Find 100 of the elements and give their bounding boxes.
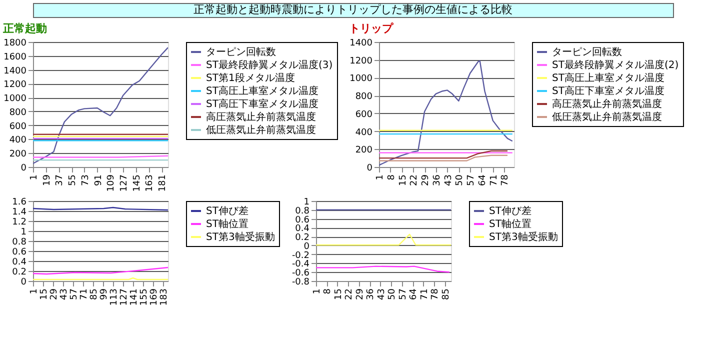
y-tick-label: 600 (9, 122, 27, 132)
y-tick-label: 1200 (350, 56, 373, 66)
x-tick-label: 8 (386, 174, 397, 180)
x-tick-label: 29 (421, 174, 432, 186)
legend-label: ST軸位置 (489, 218, 532, 230)
y-tick-label: 1 (20, 228, 26, 238)
x-tick-label: 19 (42, 174, 52, 186)
x-tick-label: 22 (344, 288, 355, 300)
x-tick-label: 1 (30, 174, 40, 180)
x-tick-label: 91 (94, 174, 104, 186)
legend-label: ST高圧下車室メタル温度 (552, 85, 664, 97)
y-tick-label: 400 (355, 128, 373, 138)
y-tick-label: -0.2 (292, 250, 310, 261)
y-tick-label: -0.6 (292, 268, 310, 279)
y-tick-label: 0.6 (295, 215, 310, 226)
x-tick-label: 109 (106, 174, 117, 192)
legend-label: ターピン回転数 (552, 47, 622, 58)
y-tick-label: 1200 (4, 80, 27, 90)
x-tick-label: 8 (323, 288, 334, 294)
text: ST第3軸受振動 (206, 231, 275, 243)
x-tick-label: 85 (90, 288, 100, 300)
x-tick-label: 163 (145, 174, 156, 192)
x-tick-label: 22 (410, 174, 420, 186)
legend-label: 低圧蒸気止弁前蒸気温度 (552, 111, 662, 123)
y-tick-label: 600 (355, 110, 373, 120)
x-tick-label: 15 (334, 288, 344, 300)
x-tick-label: 127 (120, 288, 130, 306)
y-tick-label: 1400 (4, 66, 27, 76)
y-tick-label: 1600 (4, 52, 27, 62)
y-tick-label: 0 (366, 164, 373, 174)
x-tick-label: 78 (500, 174, 511, 186)
y-tick-label: 0.4 (295, 224, 310, 234)
legend-label: ターピン回転数 (206, 47, 276, 58)
x-tick-label: 64 (409, 288, 420, 300)
y-tick-label: 0 (20, 278, 27, 288)
x-tick-label: 57 (70, 288, 80, 300)
x-tick-label: 181 (158, 174, 168, 192)
x-tick-label: 43 (444, 174, 454, 186)
y-tick-label: 0.8 (295, 206, 310, 216)
y-tick-label: 0 (20, 164, 27, 174)
y-tick-label: 800 (9, 108, 27, 118)
y-tick-label: 0.2 (295, 233, 310, 244)
y-tick-label: 400 (9, 136, 27, 146)
y-tick-label: 1.2 (12, 218, 26, 228)
legend-label: ST最終段静翼メタル温度(3) (206, 59, 333, 71)
legend-label: ST軸位置 (206, 218, 248, 230)
x-tick-label: 1 (376, 174, 386, 180)
legend-label: 高圧蒸気止弁前蒸気温度 (206, 111, 316, 123)
legend-label: ST高圧下車室メタル温度 (206, 98, 318, 110)
legend-label: ST高圧上車室メタル温度 (552, 72, 664, 84)
x-tick-label: 50 (388, 288, 398, 300)
y-tick-label: 0.6 (12, 248, 27, 258)
x-tick-label: 36 (432, 174, 442, 186)
x-tick-label: 113 (110, 288, 120, 306)
x-tick-label: 127 (120, 174, 130, 192)
legend-label: 高圧蒸気止弁前蒸気温度 (552, 98, 662, 110)
x-tick-label: 141 (130, 288, 140, 306)
line-series (33, 266, 168, 275)
legend-label: 低圧蒸気止弁前蒸気温度 (206, 124, 316, 136)
x-tick-label: 1 (30, 288, 40, 294)
x-tick-label: 29 (50, 288, 60, 300)
x-tick-label: 71 (80, 288, 90, 300)
x-tick-label: 15 (398, 174, 408, 186)
y-tick-label: 200 (355, 146, 373, 156)
y-tick-label: 1800 (4, 38, 27, 48)
x-tick-label: 50 (455, 174, 466, 186)
x-tick-label: 43 (60, 288, 70, 300)
x-tick-label: 99 (100, 288, 110, 300)
y-tick-label: 1000 (4, 94, 27, 104)
x-tick-label: 155 (140, 288, 150, 306)
text: 正常起動と起動時震動によりトリップした事例の生値による比較 (194, 3, 512, 16)
x-tick-label: 1 (312, 288, 322, 294)
legend-label: ST第1段メタル温度 (206, 72, 295, 84)
x-tick-label: 71 (489, 174, 500, 186)
x-tick-label: 37 (55, 174, 66, 186)
y-tick-label: 1.6 (12, 198, 27, 208)
legend-label: ST伸び差 (206, 205, 248, 217)
x-tick-label: 169 (150, 288, 160, 306)
x-tick-label: 36 (366, 288, 376, 300)
y-tick-label: 0 (304, 242, 310, 252)
y-tick-label: 0.4 (12, 258, 27, 268)
y-tick-label: -0.4 (292, 260, 310, 270)
y-tick-label: 0.8 (12, 238, 27, 248)
x-tick-label: 85 (441, 288, 452, 300)
y-tick-label: 1000 (350, 74, 373, 84)
x-tick-label: 57 (398, 288, 408, 300)
legend-label: ST最終段静翼メタル温度(2) (552, 59, 679, 71)
x-tick-label: 71 (420, 288, 430, 300)
x-tick-label: 183 (160, 288, 170, 306)
x-tick-label: 15 (40, 288, 50, 300)
y-tick-label: 200 (9, 150, 27, 160)
y-tick-label: -0.8 (292, 278, 310, 288)
line-series (33, 46, 168, 164)
x-tick-label: 145 (132, 174, 142, 192)
legend-label: ST伸び差 (489, 205, 532, 217)
chart-subtitle: トリップ (349, 22, 394, 35)
legend-label: ST第3軸受振動 (489, 231, 558, 243)
x-tick-label: 55 (68, 174, 78, 186)
y-tick-label: 1400 (350, 38, 373, 48)
x-tick-label: 64 (478, 174, 488, 186)
